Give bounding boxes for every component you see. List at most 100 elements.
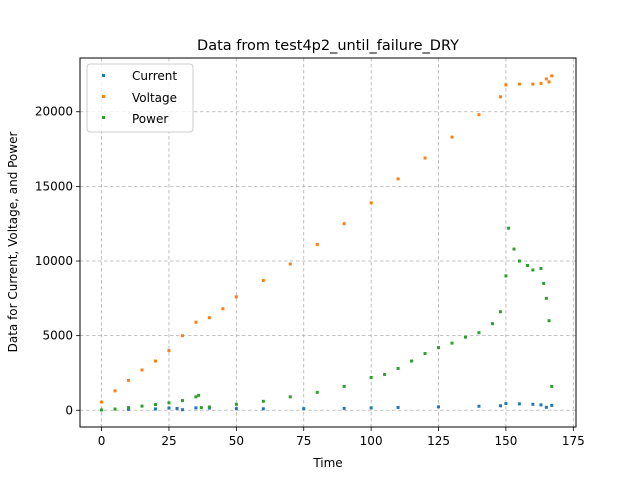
- voltage-point: [221, 307, 225, 311]
- power-point: [410, 359, 414, 363]
- power-point: [140, 404, 144, 408]
- series-power: [100, 226, 554, 412]
- y-tick-label: 10000: [35, 254, 73, 268]
- voltage-point: [550, 74, 554, 78]
- power-point: [153, 403, 157, 407]
- voltage-point: [547, 80, 551, 84]
- power-point: [490, 322, 494, 326]
- current-point: [550, 403, 554, 407]
- power-point: [342, 384, 346, 388]
- current-point: [477, 404, 481, 408]
- current-point: [437, 405, 441, 409]
- x-tick-label: 50: [229, 434, 244, 448]
- y-axis-label: Data for Current, Voltage, and Power: [6, 132, 20, 353]
- voltage-point: [315, 243, 319, 247]
- power-point: [547, 319, 551, 323]
- legend: Current Voltage Power: [86, 63, 194, 133]
- power-point: [100, 408, 104, 412]
- series-voltage: [100, 74, 554, 404]
- current-point: [167, 406, 171, 410]
- power-point: [383, 372, 387, 376]
- voltage-point: [499, 95, 503, 99]
- x-tick-label: 125: [427, 434, 450, 448]
- power-point: [437, 346, 441, 350]
- power-point: [463, 335, 467, 339]
- power-point: [544, 296, 548, 300]
- y-axis-ticks: 0 5000 10000 15000 20000: [35, 105, 80, 417]
- current-point: [153, 407, 157, 411]
- power-point: [396, 366, 400, 370]
- power-point: [531, 268, 535, 272]
- power-point: [261, 399, 265, 403]
- power-point: [450, 341, 454, 345]
- power-point: [315, 390, 319, 394]
- power-point: [542, 281, 546, 285]
- voltage-point: [167, 349, 171, 353]
- power-point: [423, 352, 427, 356]
- x-tick-label: 75: [296, 434, 311, 448]
- current-point: [504, 402, 508, 406]
- voltage-point: [477, 113, 481, 117]
- power-point: [113, 407, 117, 411]
- voltage-point: [539, 81, 543, 85]
- power-point: [550, 384, 554, 388]
- voltage-point: [544, 77, 548, 81]
- power-point: [539, 266, 543, 270]
- voltage-point: [100, 400, 104, 404]
- power-point: [512, 247, 516, 251]
- current-point: [175, 406, 179, 410]
- x-axis-ticks: 0 25 50 75 100 125 150 175: [98, 427, 585, 448]
- power-point: [194, 395, 198, 399]
- voltage-point: [423, 156, 427, 160]
- y-tick-label: 5000: [42, 329, 73, 343]
- power-point: [234, 402, 238, 406]
- current-point: [499, 404, 503, 408]
- x-tick-label: 0: [98, 434, 106, 448]
- x-tick-label: 150: [494, 434, 517, 448]
- power-point: [167, 401, 171, 405]
- data-points: [100, 74, 554, 412]
- current-point: [396, 405, 400, 409]
- legend-label-current: Current: [132, 69, 177, 83]
- current-point: [194, 406, 198, 410]
- voltage-point: [504, 83, 508, 87]
- voltage-point: [342, 222, 346, 226]
- legend-box: [86, 63, 194, 133]
- legend-label-voltage: Voltage: [132, 91, 177, 105]
- voltage-point: [234, 295, 238, 299]
- current-point: [342, 406, 346, 410]
- voltage-point: [531, 82, 535, 86]
- current-point: [302, 407, 306, 411]
- x-tick-label: 100: [360, 434, 383, 448]
- voltage-point: [180, 334, 184, 338]
- current-point: [261, 407, 265, 411]
- current-point: [517, 402, 521, 406]
- legend-marker-power: [102, 116, 105, 119]
- legend-marker-current: [102, 74, 105, 77]
- power-point: [288, 395, 292, 399]
- current-point: [127, 407, 131, 411]
- voltage-point: [140, 368, 144, 372]
- voltage-point: [194, 320, 198, 324]
- chart-title: Data from test4p2_until_failure_DRY: [197, 38, 459, 54]
- power-point: [477, 331, 481, 335]
- power-point: [507, 226, 511, 230]
- power-point: [197, 393, 201, 397]
- power-point: [504, 274, 508, 278]
- current-point: [369, 406, 373, 410]
- x-axis-label: Time: [312, 456, 342, 470]
- voltage-point: [396, 177, 400, 181]
- voltage-point: [113, 389, 117, 393]
- legend-label-power: Power: [132, 112, 168, 126]
- current-point: [531, 402, 535, 406]
- voltage-point: [450, 135, 454, 139]
- y-tick-label: 20000: [35, 105, 73, 119]
- current-point: [180, 408, 184, 412]
- y-tick-label: 15000: [35, 179, 73, 193]
- y-tick-label: 0: [65, 403, 73, 417]
- voltage-point: [261, 278, 265, 282]
- voltage-point: [207, 316, 211, 320]
- power-point: [517, 259, 521, 263]
- current-point: [544, 405, 548, 409]
